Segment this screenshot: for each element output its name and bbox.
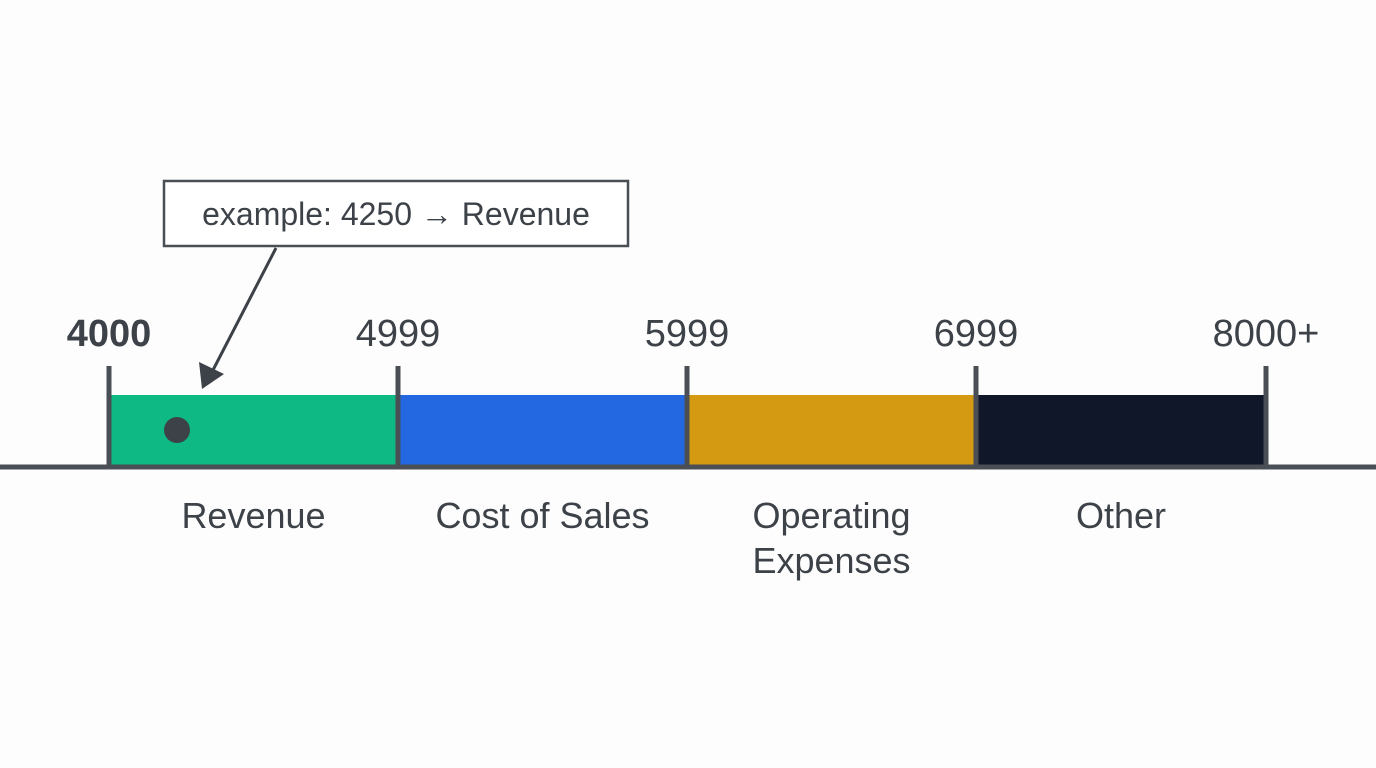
callout: example: 4250 → Revenue <box>162 179 630 389</box>
segment-bar-operating-expenses <box>687 395 976 465</box>
segment-label: Other <box>1076 495 1166 536</box>
segment-label: Revenue <box>181 495 325 536</box>
segment-bar-other <box>976 395 1266 465</box>
segment-bar-cost-of-sales <box>398 395 687 465</box>
callout-text: example: 4250 → Revenue <box>202 196 590 232</box>
tick-label: 8000+ <box>1213 313 1320 355</box>
callout-arrow-line <box>210 247 278 373</box>
tick-label: 6999 <box>934 313 1019 355</box>
ticks-layer: 4000 4999 5999 6999 8000+ <box>67 313 1320 467</box>
example-point-marker <box>164 417 190 443</box>
callout-arrowhead-icon <box>199 362 224 389</box>
tick-label: 4999 <box>356 313 441 355</box>
segments-layer <box>109 395 1266 465</box>
segment-label: Expenses <box>752 540 910 581</box>
segment-label: Cost of Sales <box>435 495 649 536</box>
tick-label: 4000 <box>67 313 152 355</box>
callout-box <box>162 179 630 248</box>
segment-label: Operating <box>752 495 910 536</box>
segment-bar-revenue <box>109 395 398 465</box>
tick-label: 5999 <box>645 313 730 355</box>
